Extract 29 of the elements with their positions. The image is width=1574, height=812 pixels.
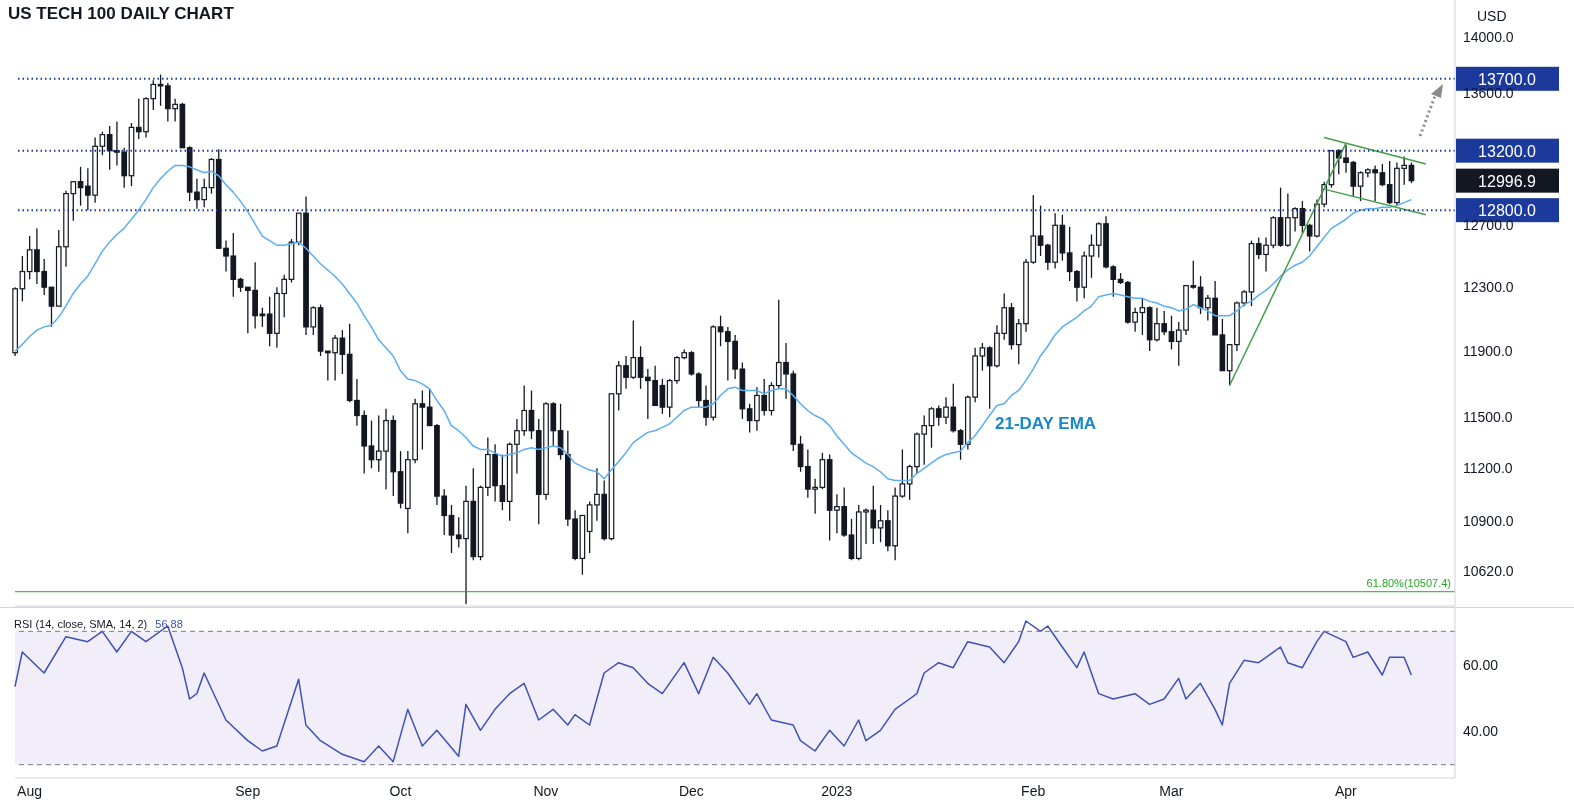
ref-line-label: 13700.0	[1478, 70, 1537, 88]
ref-line-label: 61.80%(10507.4)	[1366, 576, 1451, 589]
y-tick-label: 40.00	[1463, 723, 1499, 740]
y-tick-label: 14000.0	[1463, 28, 1514, 45]
x-tick-label: Nov	[533, 782, 559, 799]
y-axis-title: USD	[1477, 8, 1507, 24]
x-tick-label: 2023	[821, 782, 853, 799]
x-tick-label: Feb	[1021, 782, 1046, 799]
ref-line-label: 12800.0	[1478, 202, 1537, 220]
y-tick-label: 10620.0	[1463, 563, 1514, 580]
chart-title: US TECH 100 DAILY CHART	[8, 4, 234, 24]
annotation: 56.88	[155, 618, 183, 630]
y-tick-label: 11500.0	[1463, 409, 1513, 426]
series-label: 21-DAY EMA	[995, 414, 1097, 434]
y-tick-label: 12300.0	[1463, 279, 1514, 296]
x-tick-label: Oct	[389, 782, 412, 799]
y-tick-label: 10900.0	[1463, 512, 1514, 529]
y-tick-label: 11900.0	[1463, 343, 1513, 360]
x-tick-label: Sep	[235, 782, 261, 799]
y-tick-label: 12700.0	[1463, 217, 1514, 234]
x-tick-label: Dec	[678, 782, 704, 799]
text: 12996.9	[1478, 172, 1537, 190]
x-tick-label: Apr	[1335, 782, 1358, 799]
ref-line-label: 13200.0	[1478, 142, 1537, 160]
text: RSI (14, close, SMA, 14, 2)	[14, 618, 148, 630]
x-tick-label: Aug	[17, 782, 43, 799]
x-tick-label: Mar	[1159, 782, 1184, 799]
y-tick-label: 11200.0	[1463, 460, 1513, 477]
y-tick-label: 60.00	[1463, 656, 1499, 673]
